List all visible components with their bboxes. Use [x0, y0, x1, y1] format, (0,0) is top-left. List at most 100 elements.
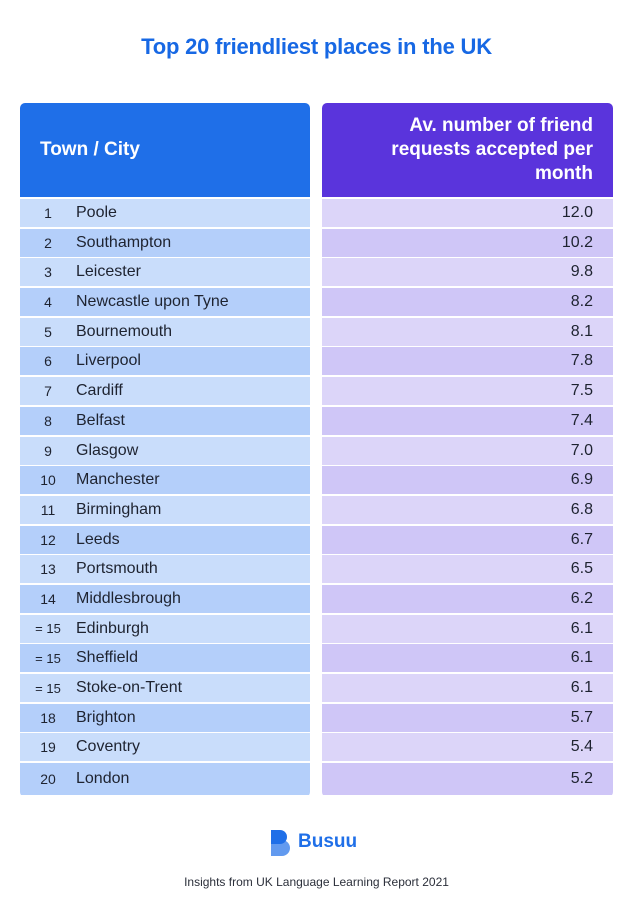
- town-rows: 1 Poole 2 Southampton 3 Leicester 4 Newcastle u…: [20, 199, 310, 796]
- rank-cell: = 15: [35, 650, 61, 666]
- table-row: 7.4: [322, 406, 613, 435]
- value-cell: 10.2: [561, 233, 593, 251]
- rank-cell: 9: [44, 442, 52, 459]
- value-cell: 8.2: [570, 293, 593, 311]
- table-row: 6.7: [322, 525, 613, 554]
- table-row: 9 Glasgow: [20, 436, 310, 465]
- table-row: 11 Birmingham: [20, 495, 310, 524]
- table-row: 3 Leicester: [20, 258, 310, 287]
- rank-cell: 4: [44, 294, 52, 311]
- table-row: 2 Southampton: [20, 228, 310, 257]
- rank-cell: 14: [40, 590, 56, 607]
- table-row: 6.1: [322, 614, 613, 643]
- rank-cell: 5: [44, 323, 52, 340]
- rank-cell: 8: [44, 412, 52, 429]
- table-row: 6.8: [322, 495, 613, 524]
- table-row: 7 Cardiff: [20, 377, 310, 406]
- town-cell: Brighton: [76, 708, 136, 726]
- town-cell: London: [76, 770, 130, 788]
- town-cell: Southampton: [76, 233, 172, 251]
- rank-cell: 10: [40, 472, 56, 489]
- value-cell: 5.4: [570, 738, 593, 756]
- rank-cell: 6: [44, 353, 52, 370]
- value-cell: 6.1: [570, 649, 593, 667]
- rank-cell: 3: [44, 264, 52, 281]
- page-title: Top 20 friendliest places in the UK: [141, 34, 492, 59]
- value-cell: 6.1: [570, 679, 593, 696]
- town-cell: Glasgow: [76, 441, 139, 459]
- table-row: 6.5: [322, 555, 613, 584]
- table-row: = 15 Edinburgh: [20, 614, 310, 643]
- town-cell: Leeds: [76, 530, 120, 548]
- table-row: 5.7: [322, 703, 613, 732]
- busuu-logo: Busuu: [268, 828, 357, 856]
- value-cell: 6.9: [570, 471, 593, 489]
- table-row: 13 Portsmouth: [20, 555, 310, 584]
- table-row: 8 Belfast: [20, 406, 310, 435]
- town-cell: Middlesbrough: [76, 589, 181, 607]
- rank-cell: 1: [44, 205, 52, 221]
- table-row: 8.1: [322, 317, 613, 346]
- table-row: 14 Middlesbrough: [20, 584, 310, 613]
- town-cell: Stoke-on-Trent: [76, 679, 183, 696]
- town-cell: Portsmouth: [76, 560, 158, 578]
- value-rows: 12.0 10.2 9.8 8.2 8.1 7.8 7.5 7.4 7.0 6.9 6.8 6.7 6.…: [322, 199, 613, 796]
- town-cell: Edinburgh: [76, 619, 149, 637]
- rank-cell: 19: [40, 739, 56, 756]
- town-cell: Bournemouth: [76, 322, 173, 340]
- rank-cell: = 15: [35, 680, 61, 696]
- value-cell: 5.7: [570, 708, 593, 726]
- rank-cell: 7: [44, 383, 52, 400]
- table-row: 10.2: [322, 228, 613, 257]
- value-cell: 6.1: [570, 619, 593, 637]
- table-row: 5.4: [322, 733, 613, 762]
- busuu-logo-icon: [268, 828, 292, 856]
- table-row: 4 Newcastle upon Tyne: [20, 288, 310, 317]
- value-cell: 6.2: [570, 589, 593, 607]
- town-cell: Cardiff: [76, 382, 123, 400]
- table-row: 6.9: [322, 466, 613, 495]
- footer-source: Insights from UK Language Learning Repor…: [184, 875, 449, 889]
- rank-cell: 13: [40, 561, 56, 578]
- table-row: 6 Liverpool: [20, 347, 310, 376]
- town-cell: Birmingham: [76, 500, 162, 518]
- value-cell: 12.0: [561, 204, 593, 221]
- table-row: 6.1: [322, 674, 613, 702]
- value-cell: 6.5: [570, 560, 593, 578]
- table-row: = 15 Sheffield: [20, 644, 310, 673]
- value-cell: 7.4: [570, 411, 593, 429]
- rank-cell: 18: [40, 709, 56, 726]
- value-cell: 7.8: [570, 352, 593, 370]
- table-row: 18 Brighton: [20, 703, 310, 732]
- town-column: Town / City 1 Poole 2 Southampton 3 Leicester…: [20, 103, 310, 797]
- town-cell: Belfast: [76, 411, 125, 429]
- rank-cell: = 15: [35, 621, 61, 637]
- table-row: 7.8: [322, 347, 613, 376]
- table-row: 12.0: [322, 199, 613, 227]
- value-cell: 6.7: [570, 530, 593, 548]
- value-cell: 6.8: [570, 500, 593, 518]
- table-row: 5.2: [322, 763, 613, 796]
- town-cell: Liverpool: [76, 352, 141, 370]
- table-row: 5 Bournemouth: [20, 317, 310, 346]
- value-cell: 8.1: [570, 322, 593, 340]
- table-row: 20 London: [20, 763, 310, 796]
- table-row: 8.2: [322, 288, 613, 317]
- rank-cell: 11: [40, 501, 56, 518]
- town-column-header: Town / City: [20, 103, 310, 197]
- table-row: 10 Manchester: [20, 466, 310, 495]
- value-cell: 7.0: [570, 441, 593, 459]
- table-row: 7.0: [322, 436, 613, 465]
- rank-cell: 20: [40, 771, 56, 788]
- table-row: 19 Coventry: [20, 733, 310, 762]
- value-column: Av. number of friend requests accepted p…: [322, 103, 613, 797]
- value-cell: 5.2: [570, 770, 593, 788]
- table-row: 6.1: [322, 644, 613, 673]
- town-cell: Manchester: [76, 471, 160, 489]
- town-cell: Sheffield: [76, 649, 138, 667]
- table-row: 9.8: [322, 258, 613, 287]
- value-cell: 7.5: [570, 382, 593, 400]
- town-cell: Newcastle upon Tyne: [76, 293, 229, 311]
- rank-cell: 2: [44, 234, 52, 251]
- town-cell: Coventry: [76, 738, 141, 756]
